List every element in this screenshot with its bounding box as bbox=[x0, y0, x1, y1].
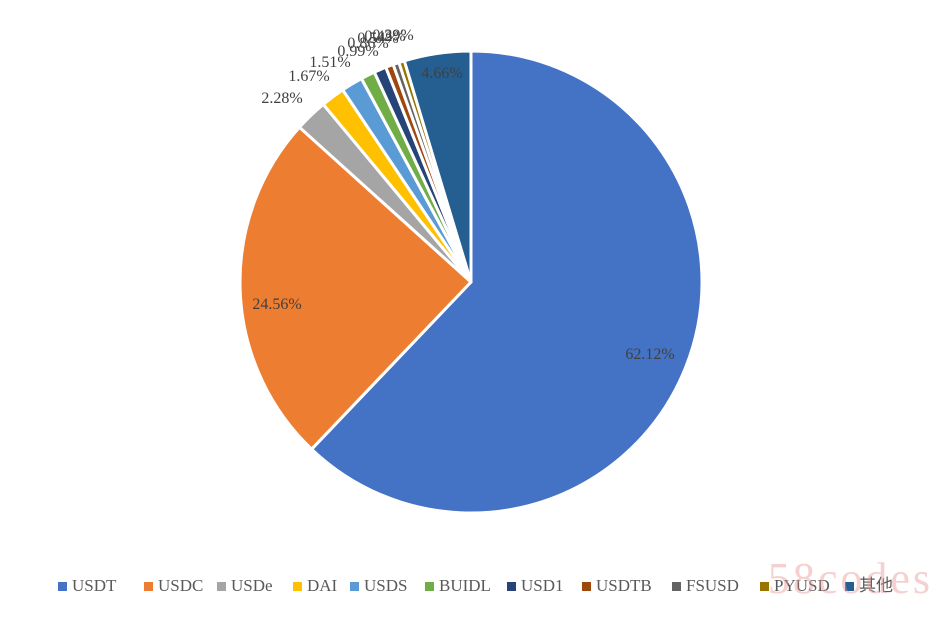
legend-swatch-其他 bbox=[845, 582, 854, 591]
data-label-usd1: 0.86% bbox=[347, 35, 388, 52]
legend-item-usde: USDe bbox=[217, 576, 273, 595]
legend-swatch-usde bbox=[217, 582, 226, 591]
data-label-usdc: 24.56% bbox=[252, 296, 301, 313]
legend-swatch-fsusd bbox=[672, 582, 681, 591]
legend-label-pyusd: PYUSD bbox=[774, 576, 830, 595]
legend-label-usdt: USDT bbox=[72, 576, 117, 595]
legend-swatch-usd1 bbox=[507, 582, 516, 591]
legend-swatch-usdtb bbox=[582, 582, 591, 591]
data-label-pyusd: 0.39% bbox=[372, 27, 413, 44]
legend-label-usds: USDS bbox=[364, 576, 407, 595]
legend-item-usdtb: USDTB bbox=[582, 576, 652, 595]
legend-swatch-dai bbox=[293, 582, 302, 591]
legend-label-usdc: USDC bbox=[158, 576, 203, 595]
data-label-buidl: 0.99% bbox=[337, 43, 378, 60]
legend-item-dai: DAI bbox=[293, 576, 338, 595]
data-label-usds: 1.51% bbox=[309, 54, 350, 71]
data-label-usdtb: 0.54% bbox=[357, 30, 398, 47]
legend-item-usdt: USDT bbox=[58, 576, 117, 595]
legend-label-buidl: BUIDL bbox=[439, 576, 491, 595]
legend: USDT USDC USDe DAI USDS BUIDL USD1 USDTB FSUSD PY… bbox=[58, 576, 893, 595]
pie-slice-usdc bbox=[238, 125, 473, 451]
pie-slice-usdt bbox=[310, 49, 704, 515]
legend-label-其他: 其他 bbox=[859, 576, 893, 595]
legend-swatch-pyusd bbox=[760, 582, 769, 591]
pie-slice-其他 bbox=[402, 49, 473, 284]
legend-label-usde: USDe bbox=[231, 576, 273, 595]
legend-swatch-usdc bbox=[144, 582, 153, 591]
legend-label-dai: DAI bbox=[307, 576, 338, 595]
data-label-fsusd: 0.42% bbox=[364, 28, 405, 45]
legend-label-usd1: USD1 bbox=[521, 576, 564, 595]
legend-item-usds: USDS bbox=[350, 576, 407, 595]
legend-label-usdtb: USDTB bbox=[596, 576, 652, 595]
data-label-其他: 4.66% bbox=[421, 65, 462, 82]
legend-item-buidl: BUIDL bbox=[425, 576, 491, 595]
legend-item-pyusd: PYUSD bbox=[760, 576, 830, 595]
legend-item-其他: 其他 bbox=[845, 576, 893, 595]
data-label-usde: 2.28% bbox=[261, 90, 302, 107]
legend-swatch-usdt bbox=[58, 582, 67, 591]
legend-item-usd1: USD1 bbox=[507, 576, 564, 595]
data-label-dai: 1.67% bbox=[288, 68, 329, 85]
pie-slices bbox=[238, 49, 704, 515]
legend-swatch-usds bbox=[350, 582, 359, 591]
legend-item-usdc: USDC bbox=[144, 576, 203, 595]
pie-data-labels: 62.12% 24.56% 2.28% 1.67%1.51%0.99%0.86%0.5… bbox=[252, 27, 674, 363]
legend-label-fsusd: FSUSD bbox=[686, 576, 739, 595]
legend-swatch-buidl bbox=[425, 582, 434, 591]
legend-item-fsusd: FSUSD bbox=[672, 576, 739, 595]
data-label-usdt: 62.12% bbox=[625, 346, 674, 363]
